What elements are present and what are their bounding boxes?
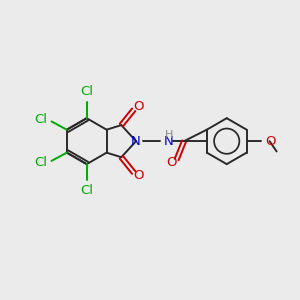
Text: O: O — [266, 135, 276, 148]
Text: H: H — [165, 130, 173, 140]
Text: Cl: Cl — [80, 184, 93, 197]
Text: Cl: Cl — [35, 113, 48, 126]
Text: Cl: Cl — [80, 85, 93, 98]
Text: Cl: Cl — [35, 157, 48, 169]
Text: O: O — [166, 157, 177, 169]
Text: O: O — [134, 169, 144, 182]
Text: N: N — [164, 135, 173, 148]
Text: N: N — [131, 135, 141, 148]
Text: O: O — [134, 100, 144, 113]
